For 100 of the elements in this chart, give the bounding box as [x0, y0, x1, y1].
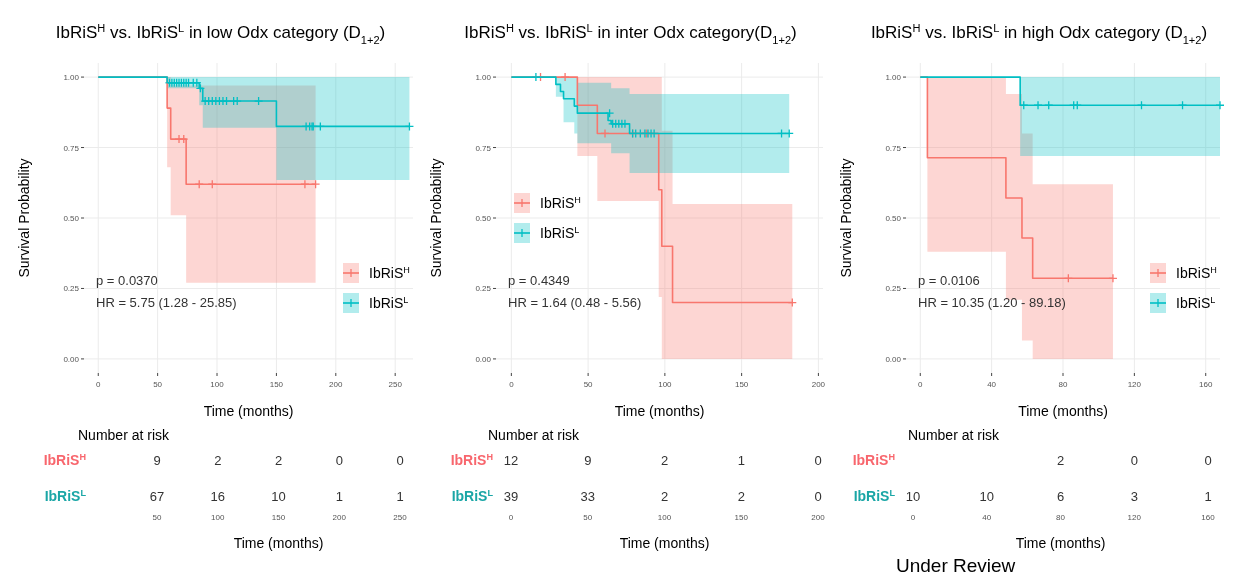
data-label: 0	[1130, 453, 1138, 468]
y-tick-label: 0.75	[475, 143, 492, 153]
x-tick-label: 200	[332, 513, 347, 522]
y-tick-label: IbRiS$^{L}$	[853, 488, 896, 504]
x-tick-label: 50	[152, 513, 162, 522]
x-axis-title: Time (months)	[203, 403, 294, 419]
data-label: 1	[335, 489, 343, 504]
x-axis-title: Time (months)	[1015, 535, 1106, 551]
annotation: HR = 10.35 (1.20 - 89.18)	[918, 295, 1066, 310]
legend-label: IbRiS$^{H}$	[1176, 265, 1217, 281]
y-tick-label: 0.75	[885, 143, 902, 153]
data-label: 2	[274, 453, 283, 468]
x-tick-label: 250	[388, 380, 403, 389]
x-axis-title: Time (months)	[619, 535, 710, 551]
y-tick-label: IbRiS$^{H}$	[450, 452, 493, 468]
y-axis-title: Survival Probability	[838, 158, 854, 278]
chart-title: IbRiS$^{H}$ vs. IbRiS$^{L}$ in low Odx category (D$_{1+2}$)	[55, 22, 386, 46]
y-tick-label: IbRiS$^{L}$	[44, 488, 87, 504]
y-tick-label: 0.00	[475, 354, 492, 364]
data-label: 9	[153, 453, 161, 468]
data-label: 2	[737, 489, 745, 504]
y-axis-title: Survival Probability	[16, 158, 32, 278]
x-tick-label: 200	[811, 513, 826, 522]
annotation: p = 0.4349	[508, 273, 570, 288]
chart-title: IbRiS$^{H}$ vs. IbRiS$^{L}$ in high Odx category (D$_{1+2}$)	[870, 22, 1208, 46]
x-tick-label: 100	[210, 380, 225, 389]
x-axis-title: Time (months)	[1018, 403, 1108, 419]
x-tick-label: 40	[982, 513, 992, 522]
y-tick-label: 1.00	[475, 73, 492, 83]
annotation: p = 0.0106	[918, 273, 980, 288]
x-tick-label: 120	[1127, 513, 1142, 522]
data-label: 12	[503, 453, 519, 468]
y-tick-label: 0.50	[475, 214, 492, 223]
data-label: 0	[335, 453, 343, 468]
x-tick-label: 150	[271, 513, 286, 522]
y-tick-label: 0.50	[885, 214, 902, 223]
x-tick-label: 80	[1056, 513, 1066, 522]
x-tick-label: 50	[153, 380, 163, 389]
x-tick-label: 200	[811, 380, 826, 389]
data-label: 0	[814, 489, 822, 504]
y-tick-label: 0.25	[885, 284, 902, 294]
x-axis-title: Time (months)	[233, 535, 324, 551]
annotation: p = 0.0370	[96, 273, 158, 288]
x-tick-label: 160	[1201, 513, 1216, 522]
x-tick-label: 80	[1058, 380, 1068, 389]
x-tick-label: 200	[329, 380, 344, 389]
y-tick-label: 0.50	[63, 214, 80, 223]
y-tick-label: 0.25	[63, 284, 80, 294]
x-tick-label: 150	[734, 380, 749, 389]
data-label: 2	[660, 489, 669, 504]
x-tick-label: 150	[734, 513, 749, 522]
data-label: 10	[271, 489, 286, 504]
x-tick-label: 0	[96, 380, 102, 389]
chart-title: Number at risk	[78, 427, 171, 443]
y-tick-label: 0.00	[63, 354, 80, 364]
data-label: 33	[580, 489, 595, 504]
x-tick-label: 0	[910, 513, 916, 522]
data-label: 1	[1204, 489, 1212, 504]
x-tick-label: 150	[269, 380, 284, 389]
data-label: 1	[737, 453, 745, 468]
y-tick-label: IbRiS$^{H}$	[852, 452, 895, 468]
y-tick-label: 0.00	[885, 354, 902, 364]
chart-title: Number at risk	[908, 427, 1001, 443]
y-tick-label: IbRiS$^{H}$	[43, 452, 86, 468]
data-label: 0	[396, 453, 404, 468]
chart-title: IbRiS$^{H}$ vs. IbRiS$^{L}$ in inter Odx category(D$_{1+2}$)	[464, 22, 797, 46]
data-label: 0	[1204, 453, 1212, 468]
x-tick-label: 50	[583, 513, 593, 522]
legend-label: IbRiS$^{H}$	[540, 195, 581, 211]
data-label: 39	[503, 489, 519, 504]
chart-title: Number at risk	[488, 427, 581, 443]
x-axis-title: Time (months)	[614, 403, 705, 419]
x-tick-label: 250	[393, 513, 408, 522]
x-tick-label: 0	[508, 513, 514, 522]
data-label: 2	[214, 453, 222, 468]
text: Under Review	[896, 555, 1016, 576]
y-axis-title: Survival Probability	[428, 158, 444, 278]
x-tick-label: 120	[1127, 380, 1142, 389]
data-label: 10	[905, 489, 921, 504]
x-tick-label: 100	[211, 513, 225, 522]
x-tick-label: 100	[657, 513, 672, 522]
data-label: 67	[149, 489, 165, 504]
y-tick-label: 1.00	[63, 73, 80, 83]
x-tick-label: 50	[583, 380, 594, 389]
legend-label: IbRiS$^{H}$	[369, 265, 410, 281]
legend-label: IbRiS$^{L}$	[540, 225, 580, 241]
legend-label: IbRiS$^{L}$	[369, 295, 409, 311]
y-tick-label: 1.00	[885, 73, 902, 83]
annotation: HR = 1.64 (0.48 - 5.56)	[508, 295, 642, 310]
y-tick-label: 0.75	[63, 143, 80, 153]
data-label: 3	[1130, 489, 1138, 504]
x-tick-label: 0	[509, 380, 515, 389]
data-label: 6	[1056, 489, 1065, 504]
data-label: 0	[814, 453, 822, 468]
data-label: 10	[979, 489, 994, 504]
x-tick-label: 160	[1199, 380, 1213, 389]
legend-label: IbRiS$^{L}$	[1176, 295, 1216, 311]
data-label: 9	[584, 453, 592, 468]
y-tick-label: 0.25	[475, 284, 492, 294]
data-label: 16	[210, 489, 225, 504]
